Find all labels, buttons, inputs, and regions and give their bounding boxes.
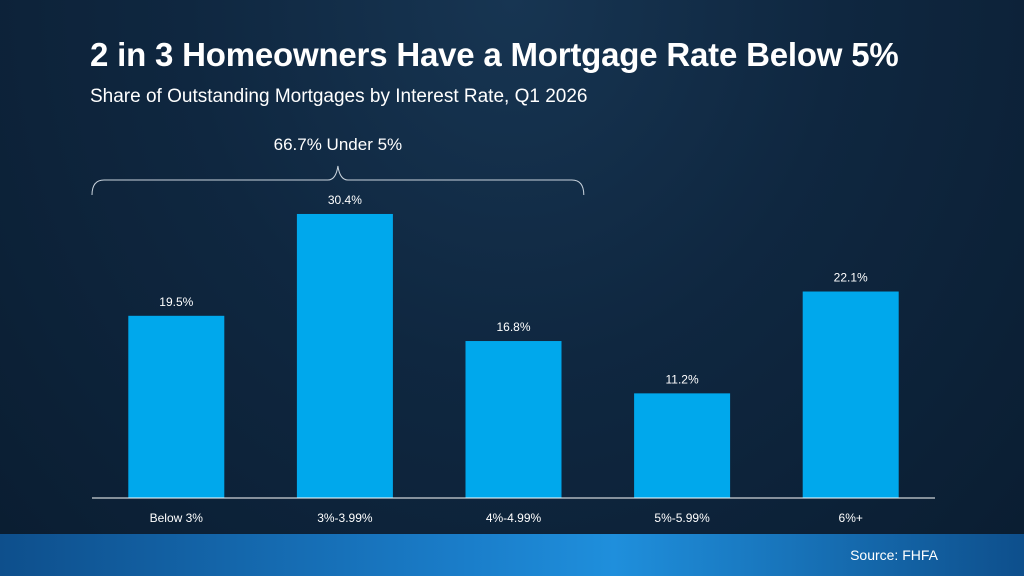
bar-5-5-99 (634, 393, 731, 498)
value-label-5-5-99: 11.2% (666, 372, 699, 386)
category-label-6: 6%+ (839, 511, 863, 525)
bar-4-4-99 (465, 341, 562, 498)
bar-3-3-99 (296, 213, 393, 498)
category-label-5-5-99: 5%-5.99% (654, 511, 710, 525)
chart-subtitle: Share of Outstanding Mortgages by Intere… (90, 86, 588, 107)
annotation-brace (91, 165, 585, 196)
value-label-below-3: 19.5% (159, 295, 193, 309)
bar-chart: 66.7% Under 5% 19.5% Below 3% 30.4% 3%-3.99… (91, 135, 899, 525)
value-label-4-4-99: 16.8% (496, 320, 530, 334)
bar-6 (802, 291, 899, 498)
chart-title: 2 in 3 Homeowners Have a Mortgage Rate B… (90, 36, 899, 73)
category-label-below-3: Below 3% (150, 511, 204, 525)
annotation-group: 66.7% Under 5% (91, 135, 585, 196)
footer-band: Source: FHFA (0, 534, 1024, 576)
category-label-4-4-99: 4%-4.99% (486, 511, 542, 525)
bar-below-3 (128, 315, 225, 498)
annotation-label: 66.7% Under 5% (274, 135, 403, 154)
source-label: Source: FHFA (850, 547, 938, 563)
bars-group: 19.5% Below 3% 30.4% 3%-3.99% 16.8% 4%-4.99% 1… (128, 193, 899, 525)
value-label-6: 22.1% (834, 271, 868, 285)
category-label-3-3-99: 3%-3.99% (317, 511, 373, 525)
value-label-3-3-99: 30.4% (328, 193, 362, 207)
